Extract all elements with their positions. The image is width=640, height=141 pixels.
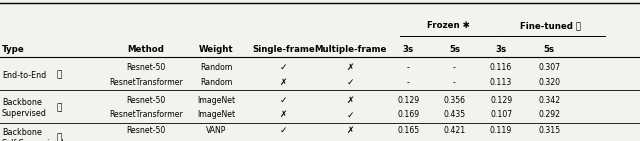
Text: ✗: ✗ [347, 96, 355, 105]
Text: 0.307: 0.307 [538, 63, 560, 72]
Text: End-to-End: End-to-End [2, 71, 46, 80]
Text: ✓: ✓ [280, 63, 287, 72]
Text: 5s: 5s [543, 45, 555, 54]
Text: ⧖: ⧖ [56, 71, 61, 80]
Text: ✗: ✗ [347, 63, 355, 72]
Text: ✓: ✓ [280, 96, 287, 105]
Text: 0.107: 0.107 [490, 110, 512, 119]
Text: Multiple-frame: Multiple-frame [314, 45, 387, 54]
Text: Method: Method [127, 45, 164, 54]
Text: -: - [453, 78, 456, 87]
Text: ✗: ✗ [347, 126, 355, 135]
Text: Resnet-50: Resnet-50 [126, 96, 166, 105]
Text: ✗: ✗ [280, 78, 287, 87]
Text: 0.119: 0.119 [490, 126, 512, 135]
Text: Backbone
Self-Supervised: Backbone Self-Supervised [2, 128, 65, 141]
Text: ✗: ✗ [280, 110, 287, 119]
Text: ResnetTransformer: ResnetTransformer [109, 110, 183, 119]
Text: 0.342: 0.342 [538, 96, 560, 105]
Text: Frozen ✱: Frozen ✱ [427, 21, 469, 30]
Text: ✓: ✓ [347, 110, 355, 119]
Text: 0.129: 0.129 [490, 96, 512, 105]
Text: 0.165: 0.165 [397, 126, 419, 135]
Text: ✓: ✓ [280, 126, 287, 135]
Text: -: - [407, 78, 410, 87]
Text: Resnet-50: Resnet-50 [126, 63, 166, 72]
Text: 0.356: 0.356 [444, 96, 465, 105]
Text: 3s: 3s [403, 45, 414, 54]
Text: ✓: ✓ [347, 78, 355, 87]
Text: Random: Random [200, 78, 232, 87]
Text: 5s: 5s [449, 45, 460, 54]
Text: Weight: Weight [199, 45, 234, 54]
Text: 0.292: 0.292 [538, 110, 560, 119]
Text: Random: Random [200, 63, 232, 72]
Text: 0.169: 0.169 [397, 110, 419, 119]
Text: 0.435: 0.435 [444, 110, 465, 119]
Text: Backbone
Supervised: Backbone Supervised [2, 98, 47, 118]
Text: -: - [453, 63, 456, 72]
Text: Type: Type [2, 45, 25, 54]
Text: Single-frame: Single-frame [252, 45, 315, 54]
Text: ⧖: ⧖ [56, 103, 61, 112]
Text: ⧖: ⧖ [56, 133, 61, 141]
Text: Resnet-50: Resnet-50 [126, 126, 166, 135]
Text: 0.421: 0.421 [444, 126, 465, 135]
Text: 0.116: 0.116 [490, 63, 512, 72]
Text: 0.113: 0.113 [490, 78, 512, 87]
Text: ImageNet: ImageNet [197, 96, 236, 105]
Text: VANP: VANP [206, 126, 227, 135]
Text: Fine-tuned ⏱: Fine-tuned ⏱ [520, 21, 581, 30]
Text: ImageNet: ImageNet [197, 110, 236, 119]
Text: 0.129: 0.129 [397, 96, 419, 105]
Text: ResnetTransformer: ResnetTransformer [109, 78, 183, 87]
Text: 0.320: 0.320 [538, 78, 560, 87]
Text: 0.315: 0.315 [538, 126, 560, 135]
Text: -: - [407, 63, 410, 72]
Text: 3s: 3s [495, 45, 507, 54]
